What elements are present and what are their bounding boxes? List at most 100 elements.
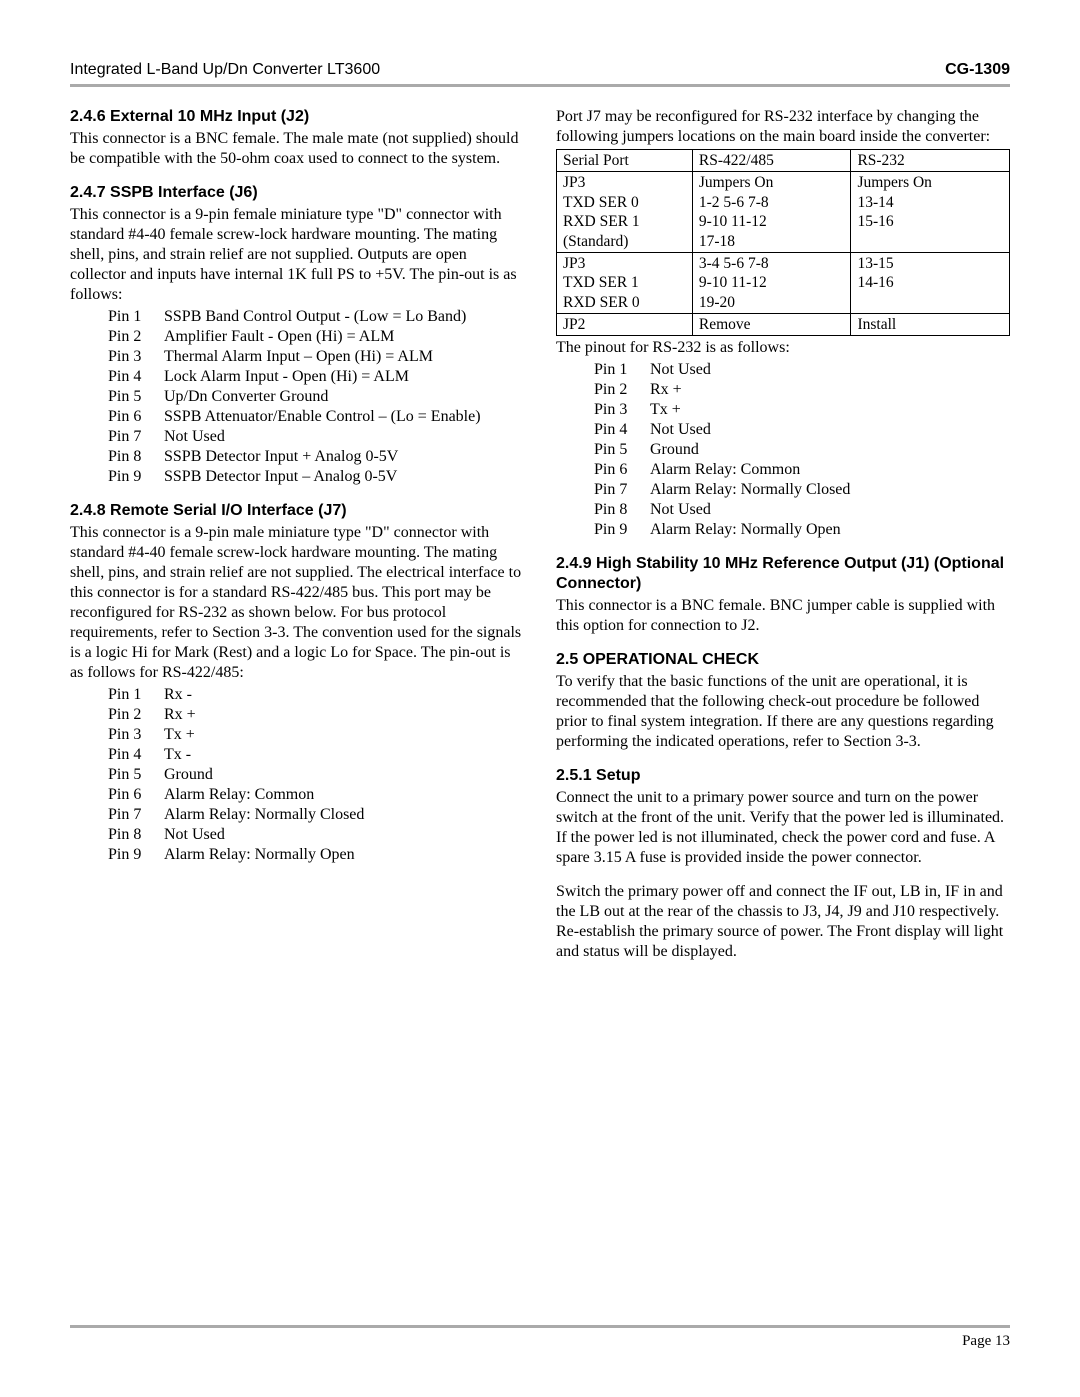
heading-25: 2.5 OPERATIONAL CHECK [556, 650, 1010, 670]
pin-label: Pin 9 [108, 845, 164, 865]
pin-row: Pin 6Alarm Relay: Common [594, 460, 1010, 480]
header-left: Integrated L-Band Up/Dn Converter LT3600 [70, 60, 380, 80]
heading-248: 2.4.8 Remote Serial I/O Interface (J7) [70, 501, 524, 521]
pin-row: Pin 5Ground [594, 440, 1010, 460]
pin-label: Pin 7 [108, 805, 164, 825]
pin-label: Pin 5 [108, 387, 164, 407]
pin-row: Pin 4Tx - [108, 745, 524, 765]
pin-row: Pin 8Not Used [108, 825, 524, 845]
pin-label: Pin 2 [108, 705, 164, 725]
pin-description: SSPB Detector Input + Analog 0-5V [164, 447, 524, 467]
pin-label: Pin 1 [594, 360, 650, 380]
pin-label: Pin 9 [594, 520, 650, 540]
pin-description: Alarm Relay: Normally Open [164, 845, 524, 865]
pin-row: Pin 7Alarm Relay: Normally Closed [594, 480, 1010, 500]
table-cell: Jumpers On13-1415-16 [851, 172, 1010, 253]
table-cell: Jumpers On1-2 5-6 7-89-10 11-1217-18 [692, 172, 851, 253]
table-cell: 13-1514-16 [851, 252, 1010, 313]
table-cell: JP3TXD SER 0RXD SER 1(Standard) [557, 172, 693, 253]
pin-row: Pin 6Alarm Relay: Common [108, 785, 524, 805]
pin-label: Pin 4 [108, 745, 164, 765]
table-cell: JP3TXD SER 1RXD SER 0 [557, 252, 693, 313]
pin-description: Up/Dn Converter Ground [164, 387, 524, 407]
pin-label: Pin 6 [108, 785, 164, 805]
pin-row: Pin 7Alarm Relay: Normally Closed [108, 805, 524, 825]
pin-row: Pin 9SSPB Detector Input – Analog 0-5V [108, 467, 524, 487]
pin-description: Alarm Relay: Normally Closed [650, 480, 1010, 500]
pin-label: Pin 8 [108, 825, 164, 845]
pin-label: Pin 9 [108, 467, 164, 487]
pin-list-248: Pin 1Rx -Pin 2Rx +Pin 3Tx +Pin 4Tx -Pin … [108, 685, 524, 865]
right-column: Port J7 may be reconfigured for RS-232 i… [556, 107, 1010, 964]
pin-row: Pin 3Tx + [108, 725, 524, 745]
page-header: Integrated L-Band Up/Dn Converter LT3600… [70, 60, 1010, 87]
body-251-p1: Connect the unit to a primary power sour… [556, 788, 1010, 868]
pin-row: Pin 9Alarm Relay: Normally Open [594, 520, 1010, 540]
pin-row: Pin 4Lock Alarm Input - Open (Hi) = ALM [108, 367, 524, 387]
pin-label: Pin 4 [594, 420, 650, 440]
body-251-p2: Switch the primary power off and connect… [556, 882, 1010, 962]
table-cell: Install [851, 314, 1010, 336]
pin-row: Pin 5Ground [108, 765, 524, 785]
pin-label: Pin 6 [594, 460, 650, 480]
pin-row: Pin 8SSPB Detector Input + Analog 0-5V [108, 447, 524, 467]
pin-label: Pin 8 [108, 447, 164, 467]
pin-row: Pin 4Not Used [594, 420, 1010, 440]
body-25: To verify that the basic functions of th… [556, 672, 1010, 752]
heading-246: 2.4.6 External 10 MHz Input (J2) [70, 107, 524, 127]
pin-description: Alarm Relay: Normally Open [650, 520, 1010, 540]
pin-label: Pin 3 [108, 347, 164, 367]
pin-label: Pin 5 [108, 765, 164, 785]
pin-row: Pin 1Rx - [108, 685, 524, 705]
pin-description: Lock Alarm Input - Open (Hi) = ALM [164, 367, 524, 387]
pin-label: Pin 8 [594, 500, 650, 520]
page-number: Page 13 [962, 1333, 1010, 1349]
pin-label: Pin 1 [108, 685, 164, 705]
table-cell: RS-422/485 [692, 150, 851, 172]
pin-description: Not Used [650, 500, 1010, 520]
pin-label: Pin 1 [108, 307, 164, 327]
heading-251: 2.5.1 Setup [556, 766, 1010, 786]
pin-description: Alarm Relay: Common [164, 785, 524, 805]
pin-row: Pin 2Rx + [594, 380, 1010, 400]
pin-description: Tx + [650, 400, 1010, 420]
pin-description: Rx - [164, 685, 524, 705]
body-247: This connector is a 9-pin female miniatu… [70, 205, 524, 305]
pin-description: Not Used [164, 825, 524, 845]
rs232-pinout-intro: The pinout for RS-232 is as follows: [556, 338, 1010, 358]
left-column: 2.4.6 External 10 MHz Input (J2) This co… [70, 107, 524, 964]
page: Integrated L-Band Up/Dn Converter LT3600… [0, 0, 1080, 1397]
pin-row: Pin 5Up/Dn Converter Ground [108, 387, 524, 407]
pin-description: SSPB Detector Input – Analog 0-5V [164, 467, 524, 487]
pin-description: Rx + [650, 380, 1010, 400]
table-cell: 3-4 5-6 7-89-10 11-1219-20 [692, 252, 851, 313]
pin-description: Thermal Alarm Input – Open (Hi) = ALM [164, 347, 524, 367]
pin-row: Pin 3Tx + [594, 400, 1010, 420]
pin-label: Pin 3 [594, 400, 650, 420]
pin-label: Pin 2 [594, 380, 650, 400]
pin-label: Pin 4 [108, 367, 164, 387]
pin-row: Pin 2Amplifier Fault - Open (Hi) = ALM [108, 327, 524, 347]
page-footer: Page 13 [70, 1325, 1010, 1351]
pin-label: Pin 7 [594, 480, 650, 500]
pin-description: Ground [164, 765, 524, 785]
heading-249: 2.4.9 High Stability 10 MHz Reference Ou… [556, 554, 1010, 594]
pin-description: Amplifier Fault - Open (Hi) = ALM [164, 327, 524, 347]
jumper-table: Serial PortRS-422/485RS-232JP3TXD SER 0R… [556, 149, 1010, 336]
pin-description: Alarm Relay: Normally Closed [164, 805, 524, 825]
pin-list-rs232: Pin 1Not UsedPin 2Rx +Pin 3Tx +Pin 4Not … [594, 360, 1010, 540]
pin-description: SSPB Attenuator/Enable Control – (Lo = E… [164, 407, 524, 427]
pin-description: Not Used [650, 360, 1010, 380]
pin-label: Pin 7 [108, 427, 164, 447]
rs232-reconfig-intro: Port J7 may be reconfigured for RS-232 i… [556, 107, 1010, 147]
pin-row: Pin 8Not Used [594, 500, 1010, 520]
pin-row: Pin 1SSPB Band Control Output - (Low = L… [108, 307, 524, 327]
pin-row: Pin 7Not Used [108, 427, 524, 447]
table-cell: RS-232 [851, 150, 1010, 172]
pin-row: Pin 3Thermal Alarm Input – Open (Hi) = A… [108, 347, 524, 367]
pin-description: Rx + [164, 705, 524, 725]
pin-description: Not Used [164, 427, 524, 447]
pin-row: Pin 9Alarm Relay: Normally Open [108, 845, 524, 865]
two-column-layout: 2.4.6 External 10 MHz Input (J2) This co… [70, 107, 1010, 964]
pin-description: Tx + [164, 725, 524, 745]
